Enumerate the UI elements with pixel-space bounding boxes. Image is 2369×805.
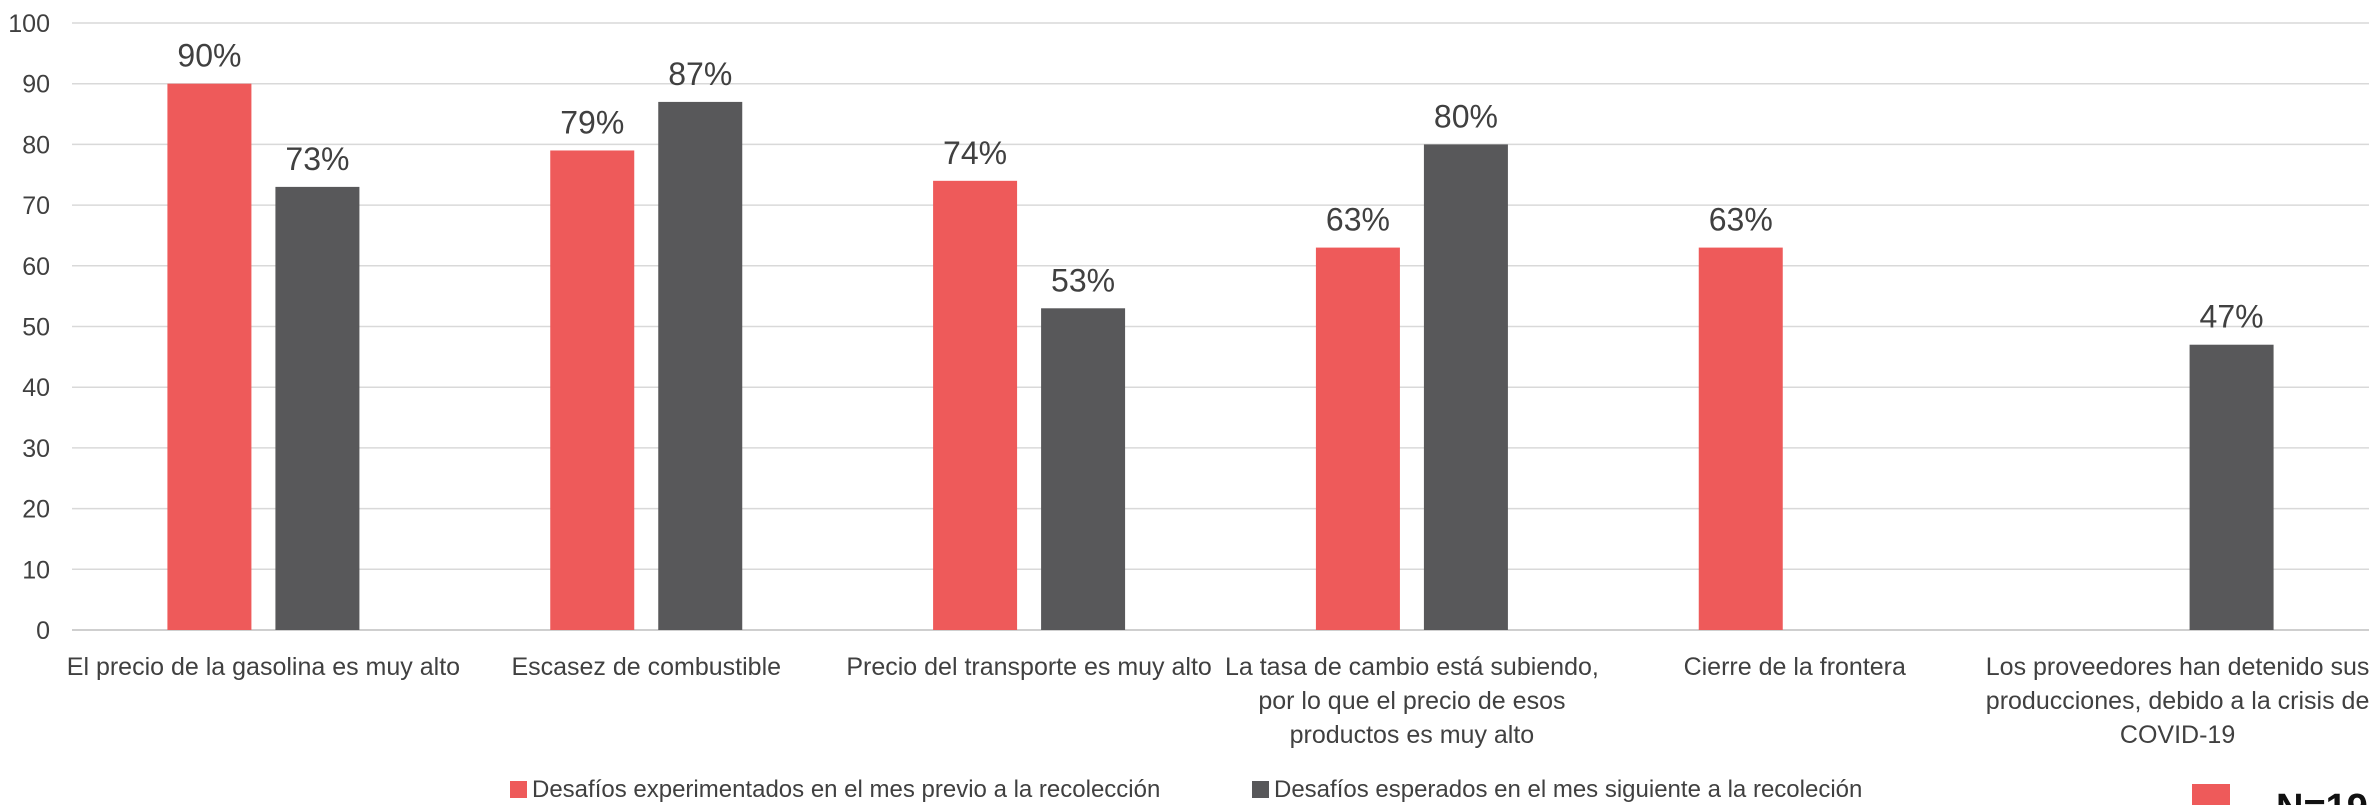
y-tick-label: 20 xyxy=(22,496,50,524)
data-label: 63% xyxy=(1326,202,1390,238)
y-tick-label: 10 xyxy=(22,556,50,584)
legend-swatch xyxy=(510,781,527,798)
bar xyxy=(2189,344,2274,630)
data-label: 90% xyxy=(177,38,241,74)
data-label: 80% xyxy=(1434,98,1498,134)
note-marker xyxy=(2192,784,2230,805)
data-label: 53% xyxy=(1051,262,1115,298)
y-tick-label: 40 xyxy=(22,374,50,402)
bar xyxy=(933,180,1018,630)
data-label: 87% xyxy=(668,56,732,92)
legend-label: Desafíos esperados en el mes siguiente a… xyxy=(1274,776,1862,803)
data-label: 79% xyxy=(560,104,624,140)
sample-size-label: N=19 xyxy=(2276,787,2368,805)
data-label: 73% xyxy=(285,141,349,177)
sample-size-note: N=19 xyxy=(2192,784,2368,805)
bar xyxy=(550,150,635,630)
bar xyxy=(1041,308,1126,630)
x-tick-label: Precio del transporte es muy alto xyxy=(846,653,1211,681)
y-tick-label: 100 xyxy=(8,10,50,38)
data-label: 63% xyxy=(1709,202,1773,238)
y-tick-label: 90 xyxy=(22,71,50,99)
gridlines xyxy=(72,22,2369,631)
x-tick-label: Cierre de la frontera xyxy=(1684,653,1906,681)
bar xyxy=(1423,144,1508,630)
x-tick-label: Los proveedores han detenido sus producci… xyxy=(1986,653,2369,749)
bar xyxy=(658,101,743,630)
data-labels: 90% 73% 79% 87% 74% 53% 63% 80% 63% 47% xyxy=(177,38,2263,335)
x-tick-label: La tasa de cambio está subiendo, por lo q… xyxy=(1225,653,1599,749)
data-label: 47% xyxy=(2200,299,2264,335)
y-tick-label: 80 xyxy=(22,131,50,159)
x-tick-label: Escasez de combustible xyxy=(511,653,781,681)
legend-swatch xyxy=(1252,781,1269,798)
bars xyxy=(167,83,2274,630)
x-tick-label: El precio de la gasolina es muy alto xyxy=(67,653,460,681)
y-tick-label: 0 xyxy=(36,617,50,645)
bar xyxy=(167,83,252,630)
bar xyxy=(1315,247,1400,630)
legend: Desafíos experimentados en el mes previo… xyxy=(510,776,1862,803)
y-tick-label: 60 xyxy=(22,253,50,281)
bar xyxy=(275,186,360,630)
y-tick-label: 30 xyxy=(22,435,50,463)
y-tick-label: 70 xyxy=(22,192,50,220)
y-axis-ticks: 0 10 20 30 40 50 60 70 80 90 100 xyxy=(8,10,50,645)
bar xyxy=(1698,247,1783,630)
data-label: 74% xyxy=(943,135,1007,171)
y-tick-label: 50 xyxy=(22,314,50,342)
x-axis-labels: El precio de la gasolina es muy alto Esca… xyxy=(67,653,2369,749)
legend-label: Desafíos experimentados en el mes previo… xyxy=(532,776,1160,803)
